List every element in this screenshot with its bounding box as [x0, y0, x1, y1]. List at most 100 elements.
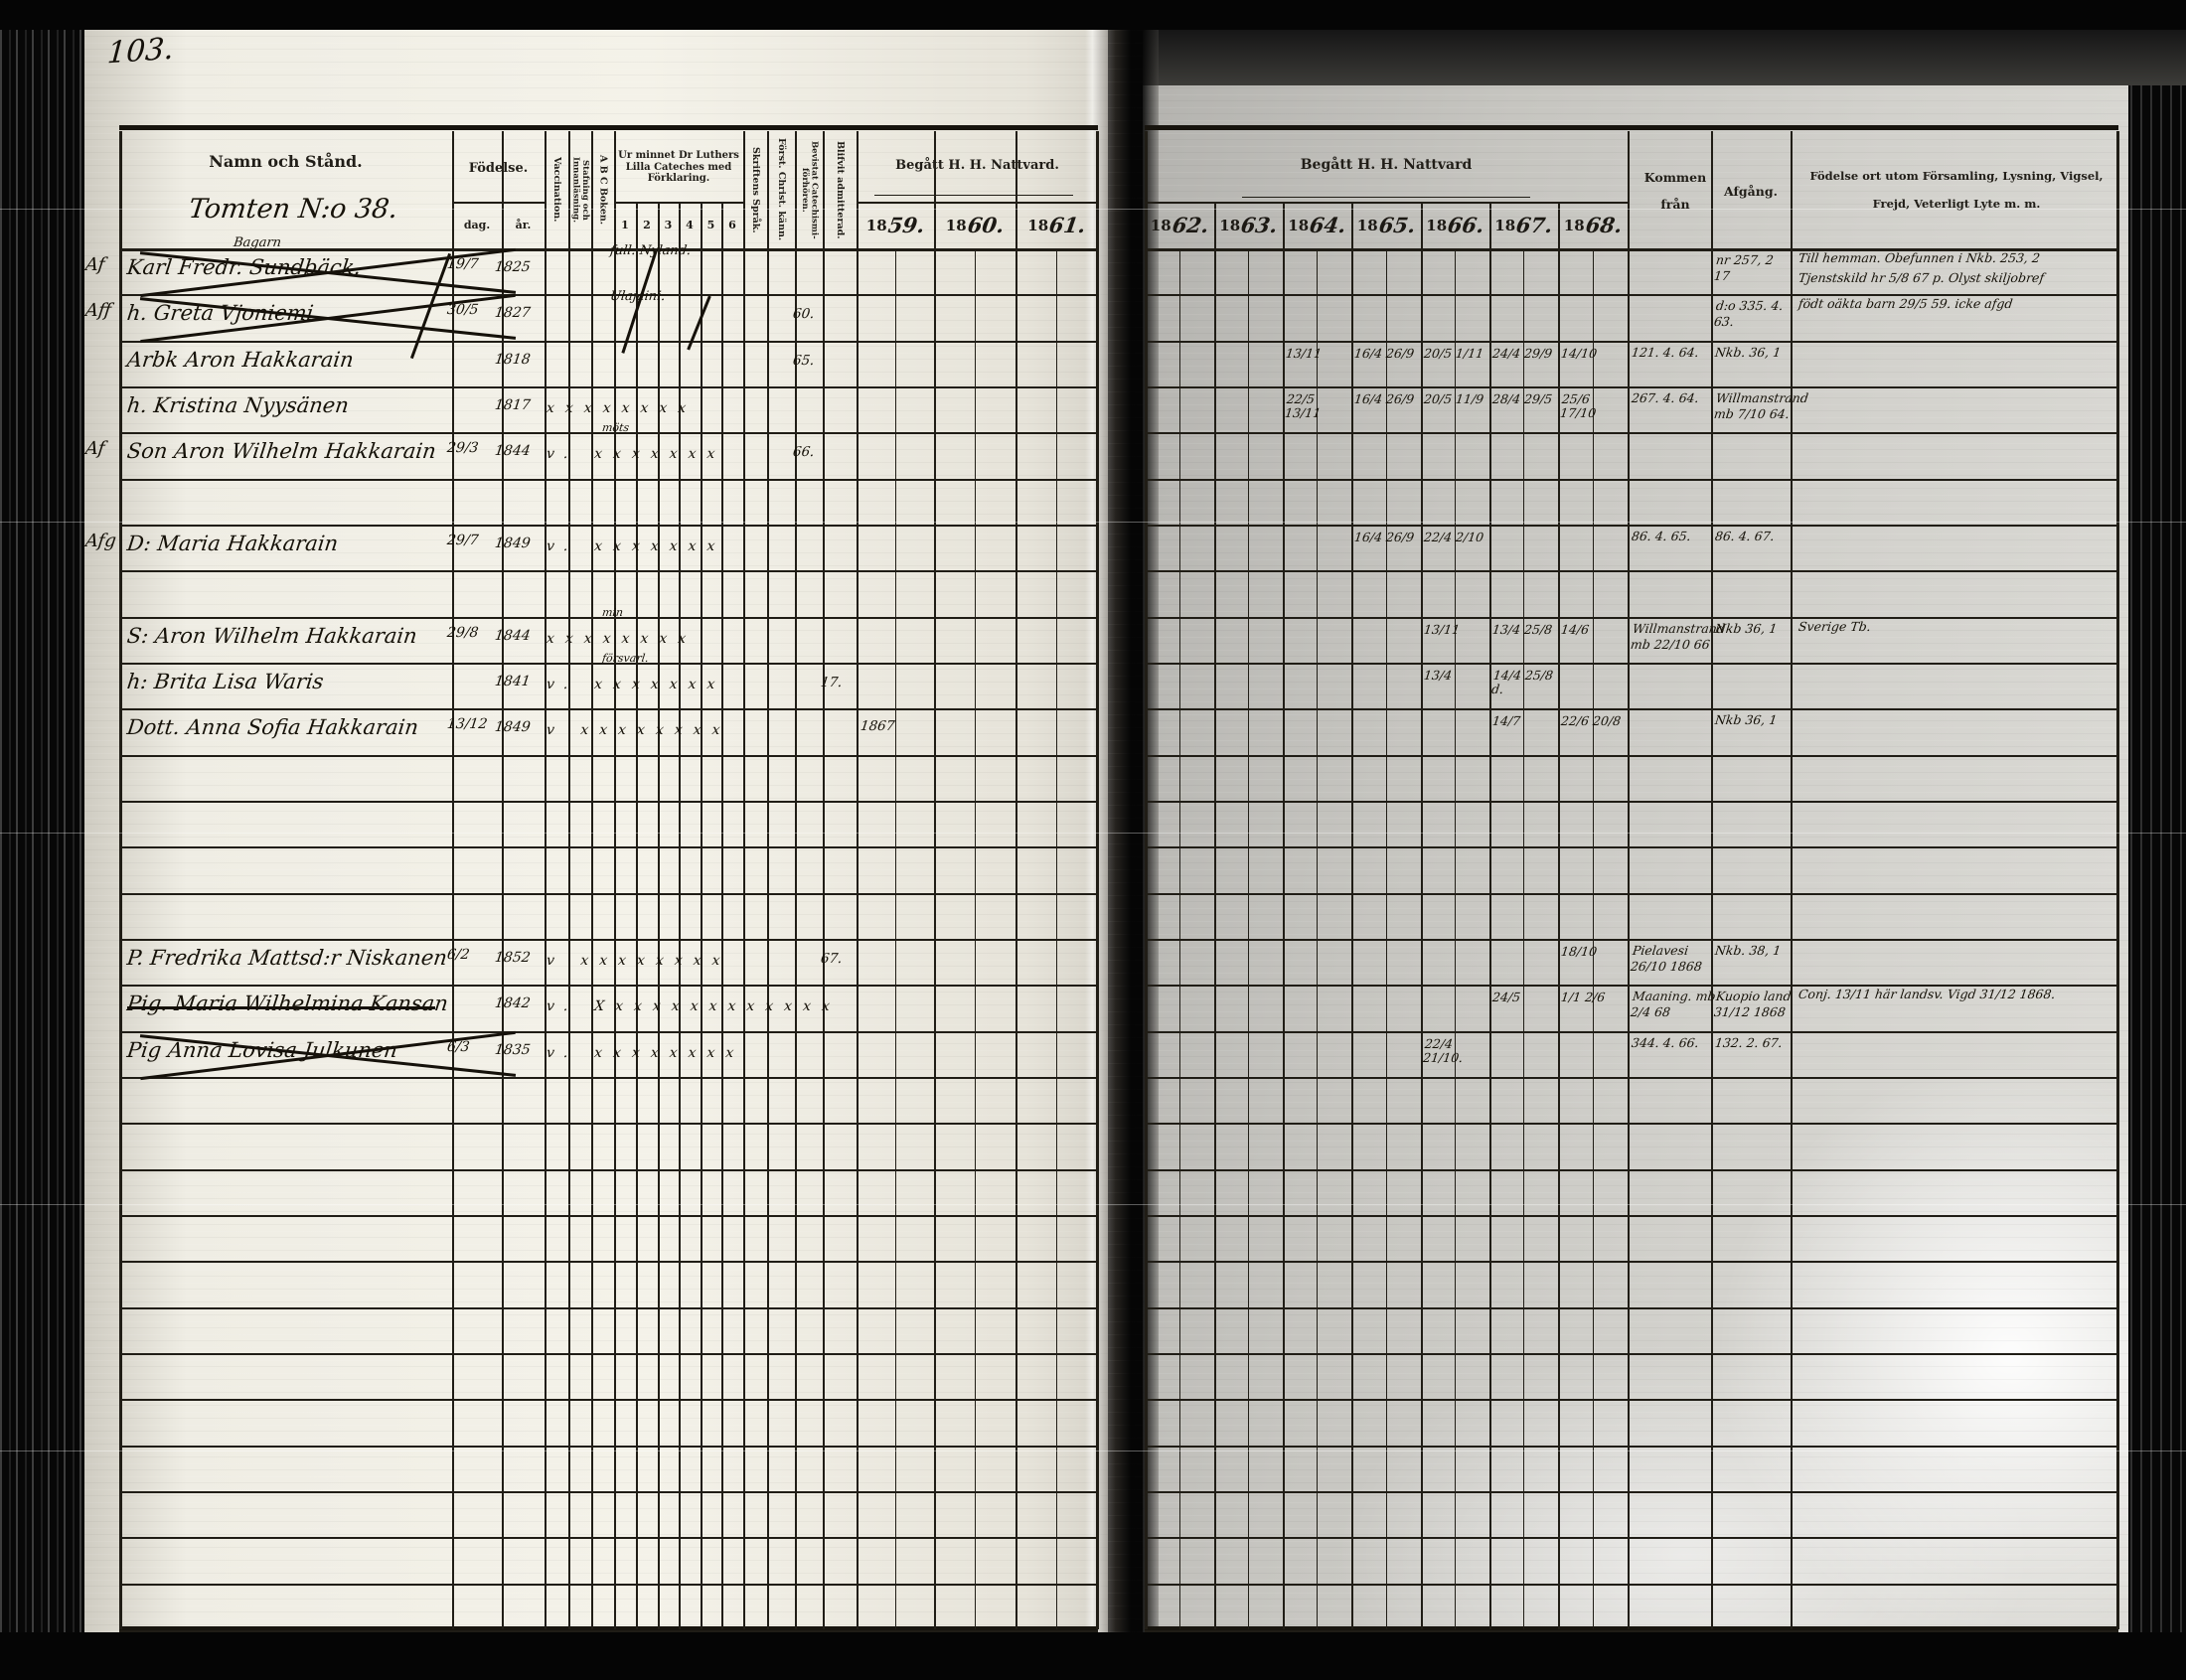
cell-kommen: Maaning. mb 2/4 68 — [1630, 989, 1717, 1019]
cell-kommen: Pielavesi 26/10 1868 — [1630, 942, 1703, 974]
column-line — [795, 131, 797, 1629]
half-column-line — [1179, 248, 1180, 1629]
grid-line — [119, 478, 1098, 481]
grid-line — [119, 1306, 1098, 1309]
page-border-top — [119, 125, 1098, 130]
cell-afg: Willmanstrand mb 7/10 64. — [1713, 389, 1809, 421]
column-line — [1283, 204, 1285, 1629]
cell-kommen: 344. 4. 66. — [1631, 1034, 1700, 1050]
cell-margin: Af — [83, 438, 106, 460]
grid-line — [1145, 1123, 2118, 1126]
cell-note: Till hemman. Obefunnen i Nkb. 253, 2 — [1797, 250, 2041, 265]
column-line — [1015, 131, 1017, 1629]
grid-line — [119, 294, 1098, 297]
grid-line — [119, 1583, 1098, 1586]
cell-y1866: 22/4 21/10. — [1422, 1035, 1465, 1065]
film-edge-left — [0, 0, 87, 1680]
grid-line — [1145, 1445, 2118, 1448]
column-line — [934, 131, 936, 1629]
grid-line — [1145, 1352, 2118, 1355]
grid-line — [1145, 1306, 2118, 1309]
grid-line — [1145, 892, 2118, 895]
cell-afg: 86. 4. 67. — [1714, 528, 1776, 543]
cell-marks: xxxxxxxx — [546, 399, 699, 416]
cell-bevistat: 66. — [792, 444, 816, 461]
cell-y1866: 20/5 11/9 — [1423, 390, 1485, 406]
grid-line — [119, 340, 1098, 343]
cell-ar: 1844 — [494, 443, 532, 460]
cell-ar: 1827 — [494, 305, 532, 322]
cell-kommen: Willmanstrand mb 22/10 66 — [1630, 620, 1726, 652]
column-header-communion-left: Begått H. H. Nattvard. — [895, 157, 1059, 173]
grid-line — [1145, 570, 2118, 573]
half-column-line — [1455, 248, 1456, 1629]
cell-name: h. Greta Vjoniemi — [125, 301, 315, 326]
cell-y1859: 1867 — [859, 718, 896, 735]
cell-name: Arbk Aron Hakkarain — [125, 347, 356, 372]
grid-line — [119, 1214, 1098, 1217]
cell-afg: 132. 2. 67. — [1714, 1034, 1784, 1050]
grid-line — [119, 524, 1098, 527]
column-line — [502, 131, 504, 1629]
column-header-scripture-language: Skriftens Språk. — [750, 146, 762, 233]
cell-note: födt oäkta barn 29/5 59. icke afgd — [1797, 296, 2014, 312]
grid-line — [119, 1030, 1098, 1033]
title-underline — [1242, 197, 1530, 198]
cell-y1867: 28/4 29/5 — [1491, 390, 1554, 406]
cell-margin: Aff — [83, 300, 113, 322]
cell-ar: 1842 — [494, 995, 532, 1012]
column-header-admitted: Blifvit admitterad. — [835, 140, 847, 239]
cell-note: Conj. 13/11 här landsv. Vigd 31/12 1868. — [1797, 987, 2057, 1002]
grid-line — [119, 1399, 1098, 1402]
column-header-year: år. — [515, 219, 532, 231]
column-line — [743, 131, 745, 1629]
cell-y1867: 24/5 — [1491, 990, 1522, 1005]
cell-kommen: 86. 4. 65. — [1631, 528, 1692, 543]
cell-name: Pig. Maria Wilhelmina Kansan — [125, 992, 450, 1016]
year-header-1859: 18 59. — [865, 213, 926, 237]
grid-line — [1145, 1399, 2118, 1402]
grid-line — [119, 1123, 1098, 1126]
grid-line — [119, 662, 1098, 665]
cell-y1866: 20/5 1/11 — [1423, 345, 1485, 361]
grid-line — [119, 1628, 1098, 1632]
catechism-col-5: 5 — [706, 219, 715, 231]
cell-ar: 1844 — [494, 627, 532, 644]
column-line — [545, 131, 546, 1629]
film-shadow-top-right — [1143, 30, 2186, 85]
cell-cat_note: full. Nyland. — [609, 243, 693, 258]
cell-marks: xxxxxxxx — [546, 630, 699, 647]
household-title-script: Tomten N:o 38. — [187, 194, 400, 225]
column-line — [591, 131, 593, 1629]
column-line — [767, 131, 769, 1629]
cell-dag: 30/5 — [446, 302, 480, 319]
column-line — [2116, 131, 2119, 1629]
cell-marks: v. xxxxxxx — [546, 676, 727, 692]
cell-ar: 1849 — [494, 535, 532, 551]
column-line — [857, 131, 859, 1629]
cell-y1864: 22/5 13/11 — [1284, 390, 1323, 420]
catechism-col-1: 1 — [621, 219, 629, 231]
year-header-1866: 18 66. — [1426, 213, 1486, 237]
column-header-name: Namn och Stånd. — [209, 151, 363, 171]
year-header-1865: 18 65. — [1356, 213, 1417, 237]
cell-cat_note_small: möts — [601, 421, 630, 435]
cell-name: Karl Fredr. Sundbäck. — [125, 255, 363, 279]
cell-name: Dott. Anna Sofia Hakkarain — [125, 715, 420, 740]
column-line — [1711, 131, 1713, 1629]
cell-y1864: 13/11 — [1285, 345, 1323, 361]
cell-note2: Tjenstskild hr 5/8 67 p. Olyst skiljobre… — [1797, 270, 2046, 285]
column-header-day: dag. — [463, 219, 491, 231]
year-header-1867: 18 67. — [1494, 213, 1555, 237]
column-line — [636, 204, 638, 1629]
cell-y1867: 24/4 29/9 — [1491, 345, 1554, 361]
column-header-christian-knowledge: Först. Christ. känn. — [776, 138, 788, 241]
cell-name: h. Kristina Nyysänen — [125, 392, 351, 417]
grid-line — [452, 202, 545, 204]
cell-name: Pig Anna Lovisa Julkunen — [125, 1037, 399, 1062]
cell-admitted: 67. — [820, 950, 844, 967]
column-line — [1351, 204, 1353, 1629]
column-header-catechism: Ur minnet Dr Luthers Lilla Cateches med … — [618, 150, 739, 185]
column-line — [119, 131, 122, 1629]
